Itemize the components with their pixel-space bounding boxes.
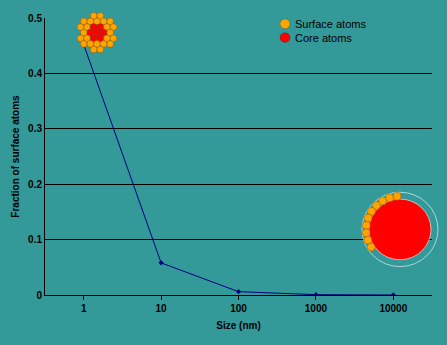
svg-text:10000: 10000 (379, 303, 407, 314)
svg-text:0.3: 0.3 (28, 123, 42, 134)
svg-text:0.4: 0.4 (28, 68, 42, 79)
svg-text:1: 1 (81, 303, 87, 314)
svg-text:Fraction of surface atoms: Fraction of surface atoms (10, 95, 21, 218)
svg-text:0.5: 0.5 (28, 13, 42, 24)
svg-text:Core atoms: Core atoms (295, 32, 352, 44)
svg-text:Size (nm): Size (nm) (216, 320, 260, 331)
svg-text:10: 10 (156, 303, 168, 314)
svg-text:Surface atoms: Surface atoms (295, 18, 366, 30)
svg-text:0: 0 (36, 290, 42, 301)
svg-text:0.1: 0.1 (28, 234, 42, 245)
svg-text:100: 100 (230, 303, 247, 314)
svg-text:0.2: 0.2 (28, 179, 42, 190)
svg-text:1000: 1000 (305, 303, 328, 314)
